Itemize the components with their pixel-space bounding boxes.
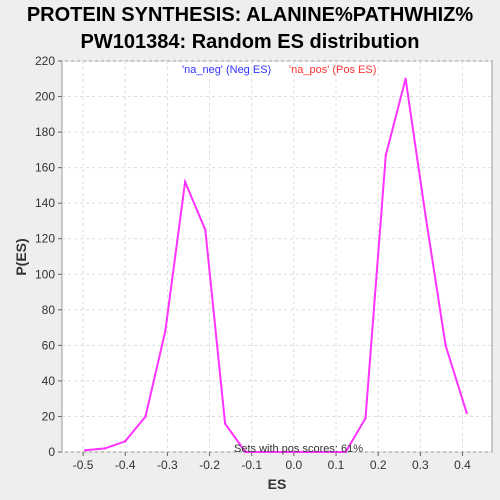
legend-neg-label: 'na_neg' (Neg ES) xyxy=(182,64,271,76)
data-point xyxy=(164,329,167,333)
plot-background xyxy=(61,60,493,453)
x-tick-label: -0.2 xyxy=(199,458,220,472)
x-tick-label: -0.4 xyxy=(115,458,136,472)
x-tick-label: -0.5 xyxy=(73,458,94,472)
x-tick-label: -0.1 xyxy=(241,458,262,472)
data-point xyxy=(404,77,407,80)
grid-lines xyxy=(62,60,492,453)
data-point xyxy=(183,180,187,184)
y-tick-label: 120 xyxy=(35,232,55,246)
x-tick-label: 0.4 xyxy=(454,458,471,472)
y-tick-label: 0 xyxy=(48,445,55,459)
data-lines xyxy=(83,77,468,454)
x-tick-label: 0.0 xyxy=(286,458,303,472)
data-point xyxy=(324,450,327,454)
pos-scores-annotation: Sets with pos scores: 61% xyxy=(234,443,363,455)
y-tick-label: 140 xyxy=(35,196,55,210)
y-tick-label: 100 xyxy=(35,267,55,281)
data-point xyxy=(263,450,267,454)
x-tick-label: 0.3 xyxy=(412,458,429,472)
data-point xyxy=(83,449,87,452)
data-point xyxy=(144,415,147,418)
data-point xyxy=(465,411,468,415)
data-point xyxy=(364,417,367,420)
y-tick-label: 40 xyxy=(42,374,56,388)
chart-title-line-1: PROTEIN SYNTHESIS: ALANINE%PATHWHIZ% xyxy=(26,4,474,26)
x-axis-label: ES xyxy=(268,476,287,492)
chart-title-line-2: PW101384: Random ES distribution xyxy=(80,31,420,53)
y-tick-label: 200 xyxy=(35,90,55,104)
legend-pos-label: 'na_pos' (Pos ES) xyxy=(289,64,376,76)
x-tick-label: -0.3 xyxy=(157,458,178,472)
data-point xyxy=(284,450,287,454)
data-point xyxy=(244,450,247,454)
data-point xyxy=(223,422,227,425)
data-point xyxy=(204,228,207,232)
y-tick-label: 160 xyxy=(35,161,55,175)
data-point xyxy=(424,216,428,219)
data-point xyxy=(124,440,127,443)
y-tick-label: 180 xyxy=(35,125,55,139)
data-point xyxy=(344,450,347,454)
data-point xyxy=(304,450,307,454)
x-tick-label: 0.1 xyxy=(328,458,345,472)
x-tick-label: 0.2 xyxy=(370,458,387,472)
axis-ticks: -0.5 -0.4 -0.3 -0.2 -0.1 0.0 0.1 0.2 0.3 0.4 0 20 40… xyxy=(35,54,471,472)
data-point xyxy=(103,447,107,450)
data-point xyxy=(384,153,387,157)
y-axis-label: P(ES) xyxy=(13,238,29,275)
y-tick-label: 20 xyxy=(42,409,56,423)
y-tick-label: 80 xyxy=(42,303,56,317)
data-point xyxy=(444,344,447,347)
y-tick-label: 220 xyxy=(35,54,55,68)
y-tick-label: 60 xyxy=(42,338,56,352)
series-line xyxy=(85,78,468,453)
